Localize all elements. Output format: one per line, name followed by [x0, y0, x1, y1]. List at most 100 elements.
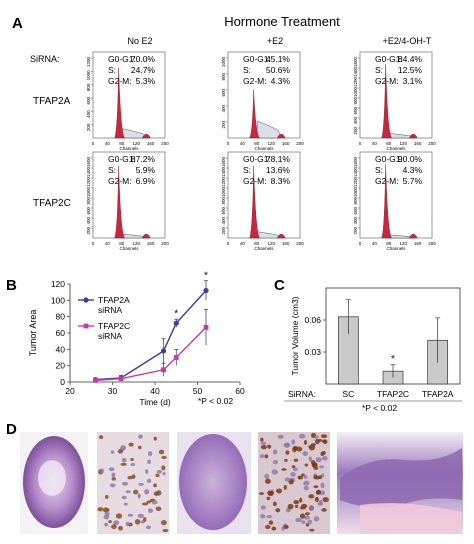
- phase-label-s: S:: [375, 165, 383, 175]
- nucleus: [108, 467, 115, 472]
- y-tick-label: 1400: [353, 67, 358, 78]
- y-axis-label: Tumor Volume (cm3): [290, 296, 300, 375]
- condition-label-0: No E2: [127, 36, 152, 46]
- x-axis-label: Channels: [386, 246, 406, 251]
- nucleus: [264, 473, 270, 479]
- nucleus: [321, 451, 327, 455]
- x-tick-label: 160: [282, 241, 290, 246]
- stroma-band-3: [360, 503, 462, 534]
- nucleus: [148, 508, 154, 514]
- x-tick-label: 200: [296, 241, 304, 246]
- phase-value-g0g1: 78.1%: [266, 154, 291, 164]
- x-tick-label: 120: [132, 241, 140, 246]
- nucleus: [260, 437, 264, 442]
- nucleus: [297, 475, 304, 480]
- g0g1-peak: [249, 89, 261, 139]
- g0g1-peak: [381, 64, 393, 139]
- x-tick-label: 40: [372, 141, 378, 146]
- nucleus: [290, 472, 296, 477]
- phase-value-g0g1: 87.2%: [131, 154, 156, 164]
- data-point: [203, 324, 209, 330]
- nucleus: [125, 521, 130, 527]
- y-tick-label: 1000: [86, 70, 91, 81]
- nucleus: [104, 495, 109, 499]
- nucleus: [272, 449, 278, 455]
- x-tick-label: 80: [386, 141, 392, 146]
- x-axis-label: Channels: [386, 146, 406, 151]
- x-axis-label: Channels: [254, 146, 274, 151]
- phase-label-g0g1: G0-G1:: [108, 54, 136, 64]
- nucleus: [281, 526, 285, 531]
- y-tick-label: 1600: [221, 157, 226, 168]
- x-tick-label: 40: [105, 241, 111, 246]
- nucleus: [308, 494, 315, 499]
- legend-label-1: TFAP2C: [98, 321, 130, 331]
- y-tick-label: 0.06: [304, 315, 321, 325]
- nucleus: [285, 450, 290, 455]
- nucleus: [161, 455, 167, 460]
- g2m-peak: [276, 233, 286, 239]
- phase-label-s: S:: [108, 65, 116, 75]
- nucleus: [268, 520, 274, 525]
- nucleus: [317, 438, 323, 442]
- nucleus: [148, 451, 153, 457]
- tissue-band-3: [340, 448, 462, 508]
- nucleus: [125, 490, 131, 494]
- nucleus: [301, 473, 305, 477]
- x-tick-label: 200: [296, 141, 304, 146]
- g2m-peak: [276, 133, 286, 139]
- nucleus: [144, 489, 150, 495]
- phase-value-g0g1: 45.1%: [266, 54, 291, 64]
- nucleus: [130, 457, 134, 461]
- legend-marker: [83, 297, 89, 303]
- y-tick-label: 400: [86, 110, 91, 118]
- phase-label-g2m: G2-M:: [375, 176, 399, 186]
- s-phase-area: [256, 120, 282, 139]
- y-tick-label: 1200: [86, 57, 91, 68]
- nucleus: [293, 500, 300, 505]
- nucleus: [277, 434, 284, 439]
- nucleus: [109, 483, 116, 488]
- nucleus: [260, 444, 267, 450]
- g2m-peak: [408, 133, 418, 139]
- phase-label-g2m: G2-M:: [108, 176, 132, 186]
- phase-label-g0g1: G0-G1:: [375, 154, 403, 164]
- histology-strip: [20, 432, 463, 534]
- x-tick-label: 40: [240, 241, 246, 246]
- data-point: [203, 287, 209, 294]
- x-tick-label: 120: [399, 241, 407, 246]
- y-tick-label: 200: [86, 123, 91, 131]
- y-tick-label: 20: [56, 361, 66, 371]
- nucleus: [308, 456, 313, 462]
- category-label-TFAP2A: TFAP2A: [422, 389, 454, 399]
- nucleus: [309, 505, 314, 511]
- y-tick-label: 1200: [86, 177, 91, 188]
- nucleus: [321, 456, 328, 461]
- x-tick-label: 0: [227, 241, 230, 246]
- phase-label-g2m: G2-M:: [108, 76, 132, 86]
- y-tick-label: 1200: [353, 177, 358, 188]
- y-tick-label: 800: [221, 73, 226, 81]
- nucleus: [123, 502, 128, 506]
- x-tick-label: 20: [65, 386, 75, 396]
- x-tick-label: 50: [193, 386, 203, 396]
- phase-label-s: S:: [108, 165, 116, 175]
- data-point: [160, 348, 167, 354]
- nucleus: [138, 482, 144, 486]
- nucleus: [300, 503, 308, 509]
- y-tick-label: 600: [86, 207, 91, 215]
- nucleus: [155, 473, 160, 478]
- nucleus: [283, 524, 289, 529]
- x-tick-label: 80: [254, 241, 260, 246]
- nucleus: [260, 505, 266, 510]
- x-tick-label: 0: [359, 241, 362, 246]
- x-tick-label: 120: [267, 241, 275, 246]
- nucleus: [267, 444, 272, 449]
- y-tick-label: 400: [353, 217, 358, 225]
- nucleus: [287, 503, 294, 510]
- nucleus: [318, 499, 323, 505]
- phase-value-s: 13.6%: [266, 165, 291, 175]
- nucleus: [321, 508, 327, 512]
